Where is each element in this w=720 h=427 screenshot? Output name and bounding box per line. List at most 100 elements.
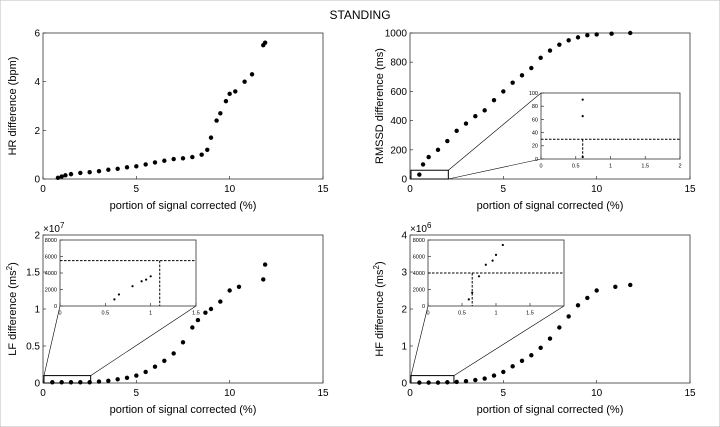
lf-inset-x-tick-label: 0.5 bbox=[102, 311, 110, 317]
hf-x-tick-label: 15 bbox=[684, 388, 696, 399]
lf-inset-data-point bbox=[145, 278, 148, 281]
hr-data-point bbox=[262, 40, 268, 45]
hr-data-point bbox=[242, 79, 247, 84]
hr-data-point bbox=[249, 72, 255, 77]
lf-inset-data-point bbox=[140, 280, 143, 283]
hf-inset-x-tick-label: 0 bbox=[426, 311, 429, 317]
hr-data-point bbox=[124, 165, 130, 170]
rmssd-y-tick-label: 1000 bbox=[385, 29, 408, 40]
rmssd-data-point bbox=[482, 108, 487, 113]
rmssd-data-point bbox=[491, 97, 497, 103]
hr-data-point bbox=[106, 167, 111, 172]
hr-x-tick-label: 0 bbox=[40, 184, 46, 195]
lf-data-point bbox=[96, 379, 102, 384]
rmssd-data-point bbox=[473, 114, 478, 119]
lf-data-point bbox=[227, 288, 232, 293]
rmssd-x-tick-label: 0 bbox=[407, 184, 413, 195]
hr-y-tick-label: 6 bbox=[34, 29, 40, 40]
lf-x-tick-label: 10 bbox=[224, 388, 236, 399]
hr-data-point bbox=[190, 154, 195, 160]
rmssd-data-point bbox=[585, 32, 590, 38]
lf-data-point bbox=[68, 380, 74, 385]
hf-x-axis-label: portion of signal corrected (%) bbox=[477, 404, 624, 416]
rmssd-inset-axes-box bbox=[540, 92, 681, 160]
hf-data-point bbox=[594, 288, 599, 293]
hr-data-point bbox=[87, 169, 92, 175]
hf-inset: 0 0.5 1 1.5 0 2000 4000 6000 8000 bbox=[413, 238, 565, 317]
lf-data-point bbox=[261, 277, 266, 282]
hr-data-point bbox=[171, 156, 176, 162]
hf-data-point bbox=[628, 282, 633, 288]
lf-data-point bbox=[171, 351, 176, 356]
lf-data-point bbox=[87, 380, 92, 385]
lf-data-point bbox=[180, 340, 186, 345]
hr-data-point bbox=[227, 91, 232, 97]
hf-inset-y-tick-label: 6000 bbox=[413, 254, 425, 260]
lf-inset-data-point bbox=[113, 298, 116, 301]
hr-data-point bbox=[152, 160, 158, 165]
hf-data-point bbox=[613, 284, 618, 289]
rmssd-y-axis-label: RMSSD difference (ms) bbox=[374, 48, 386, 164]
hr-y-tick-label: 2 bbox=[34, 126, 40, 137]
hf-data-point bbox=[566, 314, 571, 319]
rmssd-data-point bbox=[426, 154, 431, 160]
hf-inset-y-tick-label: 2000 bbox=[413, 287, 425, 293]
hr-data-point bbox=[68, 171, 74, 177]
hf-data-point bbox=[575, 303, 581, 308]
rmssd-x-tick-label: 15 bbox=[684, 184, 696, 195]
rmssd-x-tick-label: 5 bbox=[501, 184, 507, 195]
rmssd-zoom-connector bbox=[448, 92, 542, 171]
hr-data-point bbox=[223, 98, 229, 104]
rmssd-data-point bbox=[510, 80, 515, 85]
hr-x-tick-label: 10 bbox=[224, 184, 236, 195]
hr-data-point bbox=[115, 166, 120, 171]
hf-y-tick-label: 1 bbox=[401, 342, 407, 353]
rmssd-inset-data-point bbox=[581, 98, 584, 101]
lf-data-point bbox=[115, 377, 120, 382]
hf-inset-data-point bbox=[467, 298, 470, 301]
chart-hr: 0 5 10 15 0 2 4 6 portion of signal corrected (%… bbox=[7, 29, 329, 213]
hf-x-tick-label: 10 bbox=[591, 388, 603, 399]
hf-data-point bbox=[473, 377, 478, 383]
rmssd-zoom-box bbox=[410, 169, 449, 180]
rmssd-data-point bbox=[420, 162, 426, 167]
lf-x-tick-label: 15 bbox=[317, 388, 329, 399]
lf-data-point bbox=[78, 380, 83, 385]
hr-data-point bbox=[78, 170, 83, 176]
hf-inset-x-tick-label: 1.5 bbox=[526, 311, 534, 317]
lf-data-point bbox=[262, 262, 268, 267]
lf-inset-axes-box bbox=[59, 239, 197, 307]
lf-data-point bbox=[195, 317, 201, 323]
hr-axes-box bbox=[42, 32, 324, 180]
rmssd-data-point bbox=[445, 138, 450, 144]
lf-zoom-connector bbox=[43, 305, 61, 376]
hr-y-tick-label: 4 bbox=[34, 77, 40, 88]
rmssd-data-point bbox=[547, 48, 553, 53]
lf-data-point bbox=[50, 380, 55, 385]
rmssd-inset-y-tick-label: 0 bbox=[535, 157, 538, 163]
lf-zoom-box bbox=[43, 375, 92, 384]
hr-data-point bbox=[96, 169, 102, 174]
hf-data-point bbox=[491, 373, 497, 378]
lf-data-point bbox=[152, 364, 158, 369]
rmssd-zoom-connector bbox=[448, 158, 542, 180]
lf-x-axis-label: portion of signal corrected (%) bbox=[110, 404, 257, 416]
rmssd-data-point bbox=[463, 121, 469, 126]
hr-x-tick-label: 15 bbox=[317, 184, 329, 195]
lf-y-tick-label: 0.5 bbox=[26, 342, 40, 353]
page-title: STANDING bbox=[329, 8, 390, 22]
rmssd-y-tick-label: 400 bbox=[390, 116, 407, 127]
lf-x-tick-label: 5 bbox=[134, 388, 140, 399]
hr-data-point bbox=[214, 118, 219, 123]
lf-inset-y-tick-label: 4000 bbox=[45, 271, 57, 277]
lf-data-point bbox=[162, 358, 167, 363]
rmssd-data-point bbox=[454, 128, 459, 134]
hf-data-point bbox=[557, 325, 562, 330]
lf-inset-data-point bbox=[117, 293, 121, 296]
rmssd-data-point bbox=[594, 32, 599, 37]
lf-data-point bbox=[208, 306, 214, 312]
